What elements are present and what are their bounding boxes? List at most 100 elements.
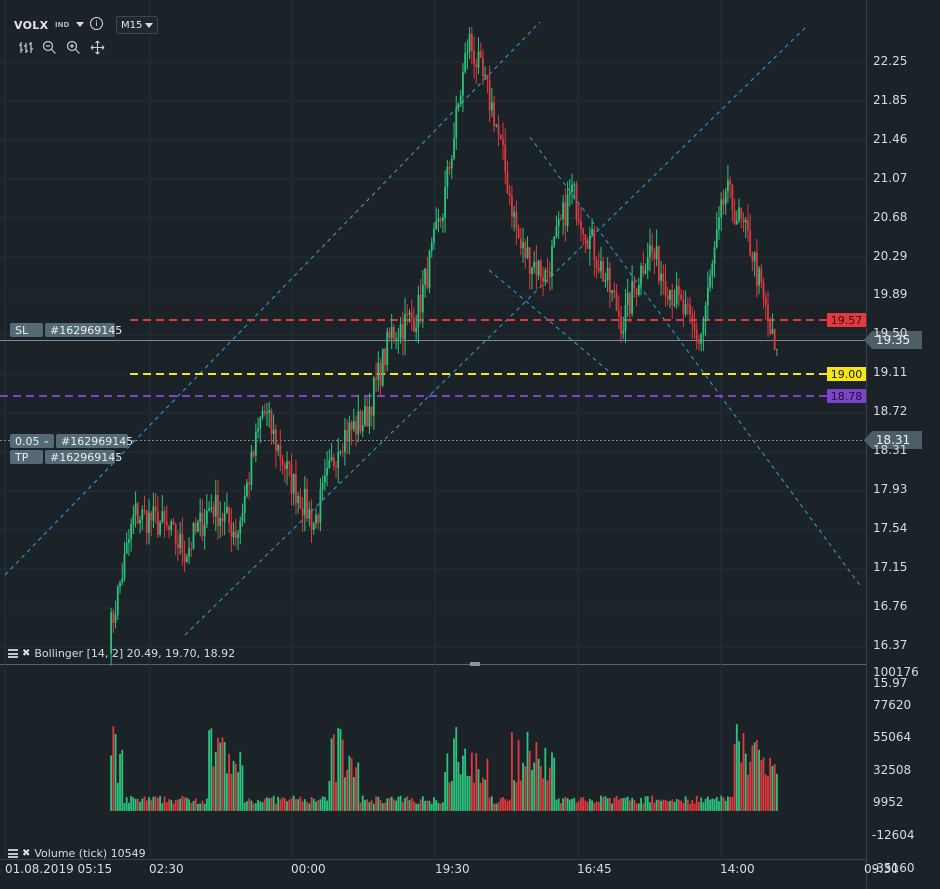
close-icon[interactable]: ✖ [22,848,31,859]
candle-body [368,406,371,427]
menu-icon[interactable] [8,849,18,858]
candle-body [259,417,262,429]
volume-bar [386,798,389,811]
volume-bar [136,798,139,811]
candle-body [433,229,435,243]
volume-label: 100176 [873,665,919,679]
volume-bar [448,782,451,811]
volume-bar [254,803,257,811]
candle-body [437,218,440,222]
candle-body [464,53,467,72]
volume-legend[interactable]: ✖ Volume (tick) 10549 [8,847,146,860]
order-ticket-tag[interactable]: #162969145 [56,434,133,448]
candle-body [606,267,609,281]
volume-bar [506,800,509,811]
candle-body [114,614,117,623]
candle-body [261,410,264,418]
sl-price-tag[interactable]: 19.57 [827,313,866,327]
candle-body [381,348,384,386]
volume-bar [132,797,135,811]
chevron-down-icon[interactable] [76,22,84,27]
candle-body [292,474,295,494]
purple-line-price-tag[interactable]: 18.78 [827,389,866,403]
volume-bar [368,802,371,811]
volume-bar [738,741,740,811]
volume-bar [718,801,720,811]
volume-bar [602,797,605,811]
volume-bar [399,795,402,811]
volume-bar [582,797,585,811]
price-label: 21.85 [873,92,908,107]
volume-label: 9952 [873,795,904,810]
sl-ticket-tag[interactable]: #162969145 [45,323,122,337]
crosshair-icon[interactable] [90,40,105,55]
order-volume-select[interactable]: 0.05 ⌄ [10,434,54,448]
candle-body [448,166,451,169]
candle-body [243,496,246,514]
candle-body [744,220,747,223]
zoom-out-icon[interactable] [42,40,57,55]
volume-bar [270,797,273,811]
bars-icon[interactable] [18,40,33,55]
volume-bar [401,801,404,811]
chevron-down-icon [145,22,154,28]
candle-body [653,252,656,260]
candle-body [640,265,642,286]
candle-body [112,612,115,623]
close-icon[interactable]: ✖ [22,648,31,659]
candle-body [604,280,607,282]
zoom-in-icon[interactable] [66,40,81,55]
candle-body [484,75,487,77]
candle-body [562,202,565,220]
candle-body [660,273,662,281]
info-icon[interactable]: i [90,17,103,30]
candle-body [310,509,313,530]
volume-bar [767,776,769,811]
volume-bar [459,774,462,811]
volume-bar [555,799,558,811]
candle-body [522,242,524,249]
volume-bar [495,803,498,811]
volume-bar [479,782,482,811]
tp-tag[interactable]: TP [10,450,43,464]
candle-body [537,260,540,276]
candle-body [150,512,153,521]
candle-body [148,512,150,533]
price-label: 19.11 [873,365,908,380]
price-label: 21.46 [873,131,908,146]
tp-price-tag[interactable]: 19.00 [827,367,866,381]
volume-bar [323,796,326,811]
timeframe-select[interactable]: M15 [116,16,159,34]
candle-body [301,508,304,516]
bollinger-legend[interactable]: ✖ Bollinger [14, 2] 20.49, 19.70, 18.92 [8,647,235,660]
volume-bar [673,801,676,811]
menu-icon[interactable] [8,649,18,658]
volume-bar [159,795,161,811]
volume-bar [522,762,524,811]
volume-bar [678,799,680,811]
volume-bar [337,727,340,811]
symbol-name[interactable]: VOLX [14,18,49,32]
candle-body [197,521,199,532]
candle-body [281,458,284,466]
volume-bar [755,740,758,811]
candle-body [633,281,636,289]
tp-ticket-tag[interactable]: #162969145 [45,450,122,464]
volume-bar [764,774,767,811]
volume-bar [631,797,634,811]
candle-body [637,285,640,295]
volume-bar [234,763,237,811]
candle-body [254,431,257,456]
candle-body [689,304,691,315]
volume-bar [250,800,253,811]
volume-bar [252,803,255,811]
candle-body [174,524,177,545]
volume-bar [597,801,600,811]
candle-body [426,268,429,289]
candle-body [317,514,320,523]
candle-body [226,506,228,514]
candle-body [571,184,573,193]
volume-bar [633,800,636,811]
sl-tag[interactable]: SL [10,323,43,337]
